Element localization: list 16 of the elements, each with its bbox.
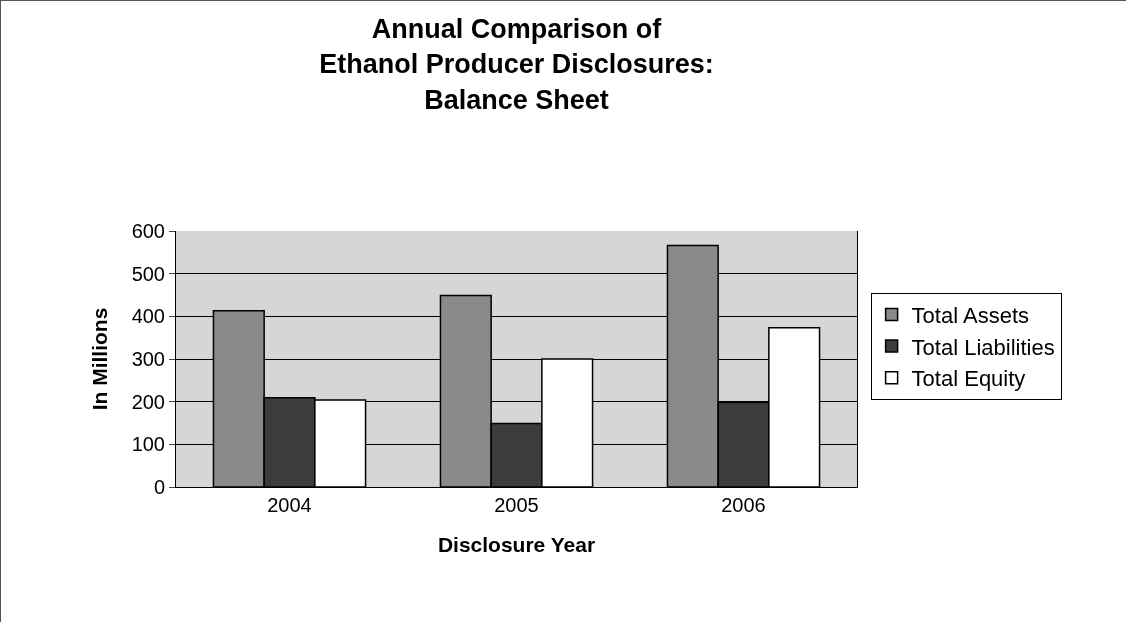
y-tick-label: 600 <box>131 220 165 242</box>
x-tick-label: 2006 <box>721 494 766 516</box>
x-tick-label: 2005 <box>494 494 539 516</box>
y-axis-title: In Millions <box>87 307 111 411</box>
y-tick-label: 400 <box>131 305 165 328</box>
legend-label: Total Equity <box>911 366 1026 392</box>
y-tick-label: 100 <box>131 433 165 456</box>
chart-title: Annual Comparison of Ethanol Producer Disclosures: Balance Sheet <box>319 14 714 115</box>
legend-label: Total Liabilities <box>911 334 1055 360</box>
x-axis-title: Disclosure Year <box>437 533 596 557</box>
x-tick-label: 2004 <box>267 494 312 516</box>
y-tick-label: 200 <box>131 390 165 413</box>
legend-label: Total Assets <box>911 303 1030 329</box>
y-tick-label: 500 <box>131 262 165 285</box>
y-tick-label: 0 <box>153 476 165 498</box>
y-tick-label: 300 <box>131 348 165 370</box>
